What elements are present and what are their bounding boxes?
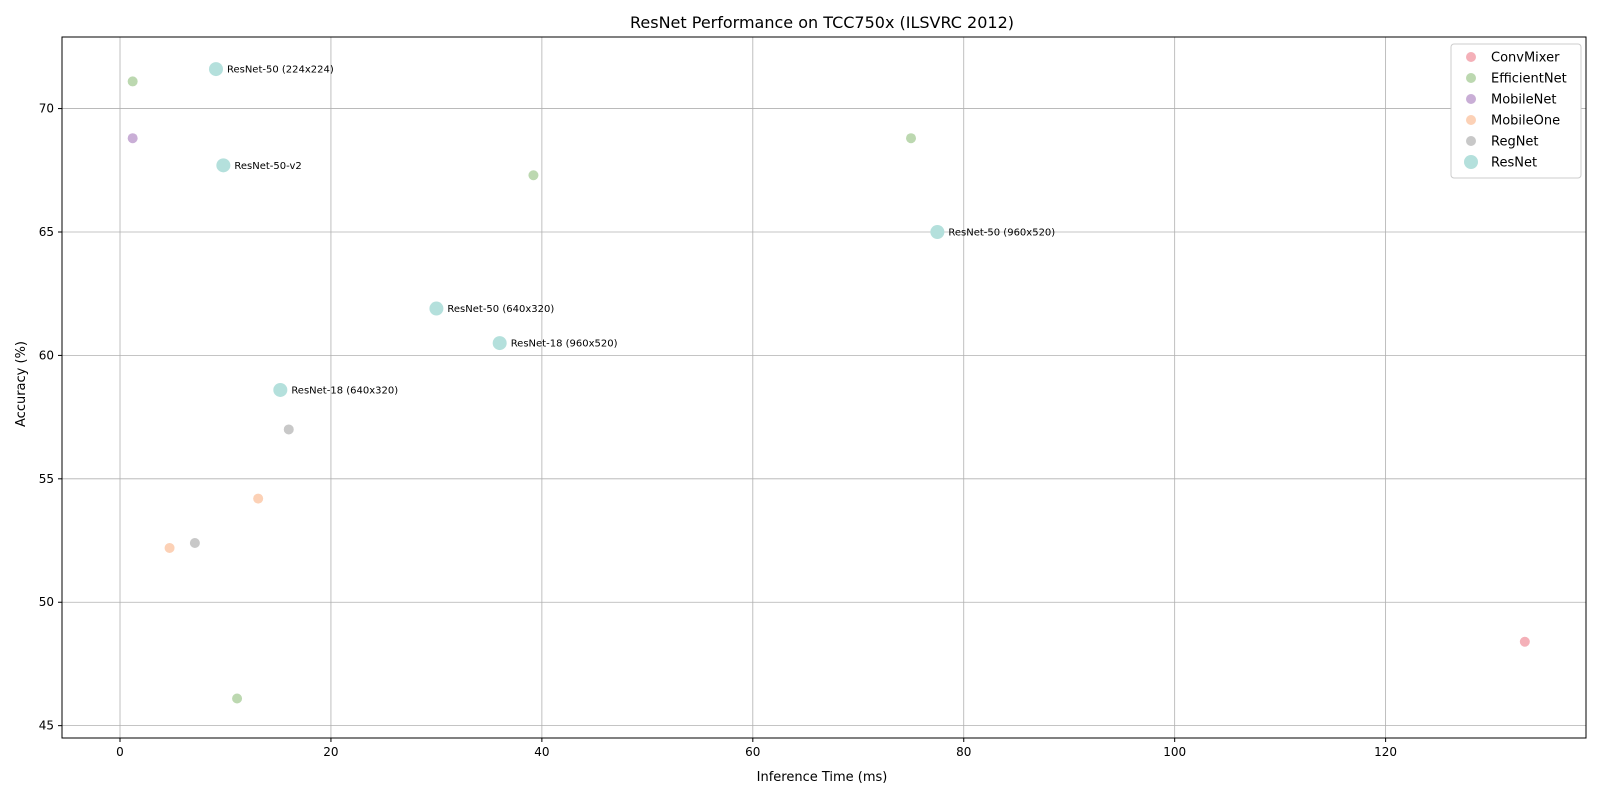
data-point-label: ResNet-18 (960x520) [511,339,618,350]
data-point-efficientnet [127,76,138,87]
chart-title: ResNet Performance on TCC750x (ILSVRC 20… [630,13,1014,32]
y-tick-label: 60 [39,348,54,362]
legend-label: MobileNet [1491,93,1556,108]
legend-marker [1466,115,1476,125]
data-point-regnet [283,424,294,435]
legend-marker [1466,52,1476,62]
x-tick-label: 120 [1374,745,1397,759]
y-tick-label: 65 [39,225,54,239]
data-point-efficientnet [528,170,539,181]
data-point-resnet [208,62,223,77]
grid-layer [62,37,1586,738]
data-point-resnet [273,382,288,397]
points-layer [127,62,1530,704]
data-point-label: ResNet-50 (640x320) [447,304,554,315]
data-point-resnet [492,336,507,351]
data-point-label: ResNet-50-v2 [234,161,301,172]
legend-box [1450,43,1582,179]
legend-label: MobileOne [1491,114,1560,129]
legend-marker [1466,73,1476,83]
x-tick-label: 100 [1163,745,1186,759]
x-tick-label: 20 [323,745,338,759]
data-point-resnet [930,224,945,239]
legend: ConvMixer EfficientNet MobileNet MobileOne R… [1450,43,1582,179]
x-tick-label: 80 [956,745,971,759]
data-point-label: ResNet-50 (960x520) [948,227,1055,238]
data-point-label: ResNet-18 (640x320) [291,385,398,396]
legend-label: RegNet [1491,135,1539,150]
data-point-label: ResNet-50 (224x224) [227,65,334,76]
legend-label: ConvMixer [1491,51,1560,66]
data-point-resnet [429,301,444,316]
x-tick-label: 40 [534,745,549,759]
data-point-resnet [216,158,231,173]
y-axis-title: Accuracy (%) [14,341,29,427]
ticks-layer: 0 20 40 60 80 100 120 45 50 55 60 65 70 [39,102,1397,759]
y-tick-label: 55 [39,472,54,486]
x-tick-label: 0 [116,745,124,759]
legend-marker [1466,94,1476,104]
data-point-mobileone [253,493,264,504]
x-tick-label: 60 [745,745,760,759]
data-point-regnet [189,538,200,549]
data-point-efficientnet [232,693,243,704]
data-point-mobilenet [127,133,138,144]
legend-label: ResNet [1491,156,1537,171]
data-point-efficientnet [906,133,917,144]
legend-marker [1466,136,1476,146]
y-tick-label: 70 [39,102,54,116]
legend-label: EfficientNet [1491,72,1567,87]
y-tick-label: 45 [39,719,54,733]
data-point-convmixer [1519,636,1530,647]
x-axis-title: Inference Time (ms) [757,770,888,785]
plot-frame [61,36,1587,739]
data-point-mobileone [164,542,175,553]
y-tick-label: 50 [39,595,54,609]
legend-marker [1464,155,1478,169]
point-labels-layer: ResNet-50 (224x224) ResNet-50-v2 ResNet-50… [227,65,1055,397]
